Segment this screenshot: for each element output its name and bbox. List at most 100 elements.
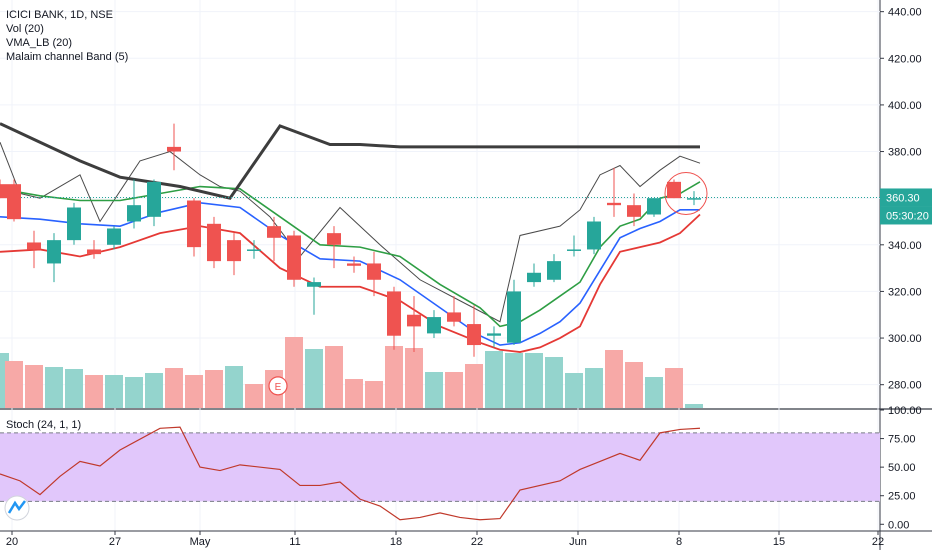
candle-body (687, 198, 701, 200)
volume-bar (45, 367, 63, 408)
candle-body (27, 242, 41, 250)
time-tick-label: Jun (569, 536, 587, 548)
candle-body (607, 202, 621, 206)
red-band-line (0, 213, 701, 353)
highlight-circle (664, 172, 708, 216)
volume-bar (525, 353, 543, 408)
earnings-marker (268, 376, 288, 396)
stoch-line (0, 426, 701, 521)
price-tick-label: 300.00 (888, 333, 922, 345)
volume-bar (285, 337, 303, 408)
candle-body (247, 249, 261, 251)
volume-bar (65, 369, 83, 408)
candle-body (507, 291, 521, 343)
volume-bars (0, 337, 703, 408)
volume-bar (5, 361, 23, 408)
time-tick-label: 27 (109, 536, 121, 548)
price-tick-label: 420.00 (888, 53, 922, 65)
time-tick-label: May (190, 536, 211, 548)
candle-body (147, 181, 161, 217)
candle-body (587, 221, 601, 250)
candle-body (207, 223, 221, 262)
moving-average-line (0, 122, 700, 200)
stoch-band (0, 432, 880, 502)
volume-bar (505, 353, 523, 408)
volume-bar (385, 346, 403, 408)
price-tick-label: 380.00 (888, 147, 922, 159)
price-tick-label: 320.00 (888, 286, 922, 298)
time-tick-label: 20 (6, 536, 18, 548)
time-tick-label: 22 (471, 536, 483, 548)
stoch-tick-label: 0.00 (888, 519, 909, 531)
candle-body (367, 263, 381, 280)
candle-body (327, 233, 341, 245)
volume-bar (125, 377, 143, 408)
vol-label[interactable]: Vol (20) (6, 23, 44, 35)
stoch-tick-label: 75.00 (888, 434, 916, 446)
candle-body (67, 207, 81, 241)
time-tick-label: 15 (773, 536, 785, 548)
candles (0, 123, 701, 357)
volume-bar (205, 370, 223, 408)
candle-body (7, 184, 21, 220)
candle-body (0, 184, 7, 199)
symbol-label[interactable]: ICICI BANK, 1D, NSE (6, 9, 113, 21)
volume-bar (25, 365, 43, 408)
stoch-legend[interactable]: Stoch (24, 1, 1) (6, 419, 82, 431)
vma-label[interactable]: VMA_LB (20) (6, 37, 73, 49)
volume-bar (305, 349, 323, 408)
candle-body (307, 282, 321, 287)
legend: ICICI BANK, 1D, NSE Vol (20) VMA_LB (20)… (6, 8, 128, 64)
volume-bar (105, 375, 123, 408)
candle-body (667, 181, 681, 199)
volume-bar (565, 373, 583, 408)
time-axis: 20 27 May 11 18 22 Jun 8 15 22 (6, 531, 884, 548)
stoch-tick-label: 25.00 (888, 491, 916, 503)
candle-body (467, 324, 481, 346)
volume-bar (445, 372, 463, 408)
volume-bar (665, 368, 683, 408)
volume-bar (85, 375, 103, 408)
volume-bar (605, 350, 623, 408)
volume-bar (365, 381, 383, 408)
volume-bar (465, 364, 483, 408)
candle-body (167, 146, 181, 152)
candle-body (287, 235, 301, 280)
volume-bar (645, 377, 663, 408)
markers: E (4, 172, 708, 521)
volume-bar (245, 384, 263, 408)
price-tag (880, 188, 932, 207)
candle-body (647, 198, 661, 215)
volume-bar (345, 379, 363, 408)
stoch-pane (0, 426, 880, 521)
candle-body (227, 240, 241, 262)
volume-bar (545, 357, 563, 408)
volume-bar (325, 346, 343, 408)
volume-bar (485, 351, 503, 408)
volume-bar (185, 375, 203, 408)
time-tag (880, 206, 932, 225)
earnings-marker-label: E (275, 382, 282, 393)
volume-bar (145, 373, 163, 408)
stoch-tick-label: 50.00 (888, 462, 916, 474)
volume-bar (585, 368, 603, 408)
candle-body (567, 249, 581, 251)
volume-bar (0, 353, 9, 408)
time-tick-label: 8 (676, 536, 682, 548)
candle-body (427, 317, 441, 334)
candle-body (487, 333, 501, 336)
time-tag-label: 05:30:20 (886, 210, 929, 222)
stoch-tick-label: 100.00 (888, 405, 922, 417)
candle-body (447, 312, 461, 322)
price-tick-label: 440.00 (888, 7, 922, 19)
candle-body (47, 240, 61, 264)
volume-bar (685, 404, 703, 408)
green-band-line (0, 181, 701, 328)
price-tick-label: 280.00 (888, 380, 922, 392)
band-label[interactable]: Malaim channel Band (5) (6, 51, 129, 63)
candle-body (407, 314, 421, 327)
high-band-line (0, 142, 701, 323)
price-tag-label: 360.30 (886, 192, 920, 204)
volume-bar (625, 362, 643, 408)
